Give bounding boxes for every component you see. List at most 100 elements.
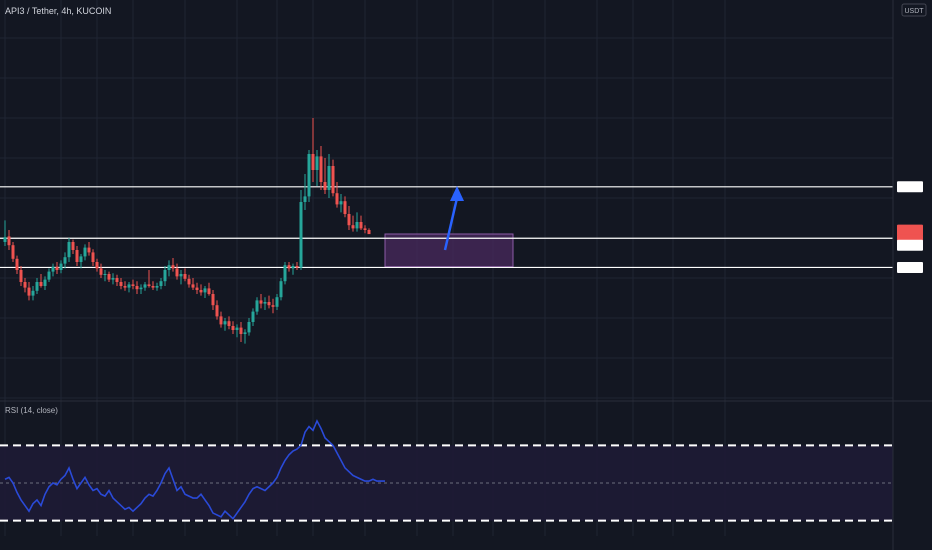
candle-body xyxy=(83,247,87,257)
candle-body xyxy=(159,281,163,286)
candle-body xyxy=(115,278,119,282)
candle-body xyxy=(75,250,79,262)
candle-body xyxy=(311,154,315,170)
candle-body xyxy=(327,166,331,190)
candles xyxy=(3,118,371,344)
candle-body xyxy=(279,281,283,298)
candle-body xyxy=(23,282,27,288)
candle-body xyxy=(299,202,303,268)
candle-body xyxy=(35,282,39,291)
rsi-band xyxy=(0,444,893,522)
candle-body xyxy=(43,279,47,286)
price-label-last-bg xyxy=(897,224,923,236)
candle-body xyxy=(55,266,59,270)
candle-body xyxy=(367,230,371,235)
candle-body xyxy=(31,290,35,296)
candle-body xyxy=(187,278,191,285)
candle-body xyxy=(163,270,167,282)
candle-body xyxy=(15,258,19,270)
candle-body xyxy=(59,263,63,270)
zone-rect[interactable] xyxy=(384,233,514,268)
candle-body xyxy=(331,166,335,194)
candle-body xyxy=(343,201,347,214)
candle-body xyxy=(71,242,75,250)
candle-body xyxy=(271,305,275,307)
candle-body xyxy=(143,284,147,288)
candle-body xyxy=(67,242,71,258)
candle-body xyxy=(203,288,207,293)
candle-body xyxy=(119,282,123,286)
candle-body xyxy=(231,326,235,330)
candle-body xyxy=(347,214,351,226)
candle-body xyxy=(295,266,299,268)
candle-body xyxy=(183,274,187,279)
candle-body xyxy=(107,274,111,280)
candle-body xyxy=(323,182,327,190)
candle-body xyxy=(39,282,43,286)
price-label-5497-bg xyxy=(897,239,923,251)
candle-body xyxy=(191,284,195,288)
candle-body xyxy=(131,284,135,286)
candle-body xyxy=(51,266,55,272)
candle-body xyxy=(291,266,295,269)
candle-body xyxy=(139,287,143,290)
candle-body xyxy=(79,256,83,262)
candle-body xyxy=(263,302,267,304)
candle-body xyxy=(283,265,287,282)
currency-badge[interactable] xyxy=(901,3,927,17)
candle-body xyxy=(275,297,279,307)
candle-body xyxy=(63,257,67,264)
candle-body xyxy=(47,271,51,280)
price-labels xyxy=(897,181,923,273)
candle-body xyxy=(27,287,31,296)
candle-body xyxy=(211,294,215,306)
candle-body xyxy=(359,222,363,229)
candle-body xyxy=(335,193,339,205)
candle-body xyxy=(243,332,247,334)
candle-body xyxy=(167,265,171,270)
demand-zone[interactable] xyxy=(384,233,514,268)
candle-body xyxy=(135,286,139,290)
candle-body xyxy=(171,265,175,269)
currency-label: USDT xyxy=(904,8,924,15)
rsi-series xyxy=(4,419,385,520)
candle-body xyxy=(267,302,271,306)
candle-body xyxy=(303,196,307,202)
candle-body xyxy=(215,305,219,317)
candle-body xyxy=(151,286,155,288)
candle-body xyxy=(247,322,251,333)
arrow-shaft[interactable] xyxy=(443,197,459,251)
candle-body xyxy=(87,247,91,253)
candle-body xyxy=(91,252,95,262)
symbol-title[interactable]: API3 / Tether, 4h, KUCOIN xyxy=(5,6,111,16)
candle-body xyxy=(199,290,203,293)
candle-body xyxy=(307,154,311,197)
candle-body xyxy=(195,287,199,290)
candle-body xyxy=(3,237,7,242)
candle-body xyxy=(179,274,183,277)
candle-body xyxy=(351,225,355,229)
price-label-6140-bg xyxy=(897,181,923,193)
candle-body xyxy=(7,236,11,246)
candle-body xyxy=(219,316,223,325)
candle-body xyxy=(223,321,227,325)
candle-body xyxy=(363,228,367,230)
candle-body xyxy=(11,245,15,259)
candle-body xyxy=(19,270,23,282)
candle-body xyxy=(287,265,291,269)
candle-body xyxy=(111,278,115,280)
candle-body xyxy=(123,286,127,288)
candle-body xyxy=(95,262,99,269)
candle-body xyxy=(319,156,323,182)
up-arrow[interactable] xyxy=(443,186,464,251)
candle-body xyxy=(227,321,231,326)
candle-body xyxy=(155,286,159,288)
candle-body xyxy=(207,288,211,294)
candle-body xyxy=(355,222,359,229)
candle-body xyxy=(235,327,239,330)
candle-body xyxy=(175,268,179,277)
rsi-title[interactable]: RSI (14, close) xyxy=(5,406,58,415)
candle-body xyxy=(147,284,151,286)
arrow-head[interactable] xyxy=(450,186,464,201)
